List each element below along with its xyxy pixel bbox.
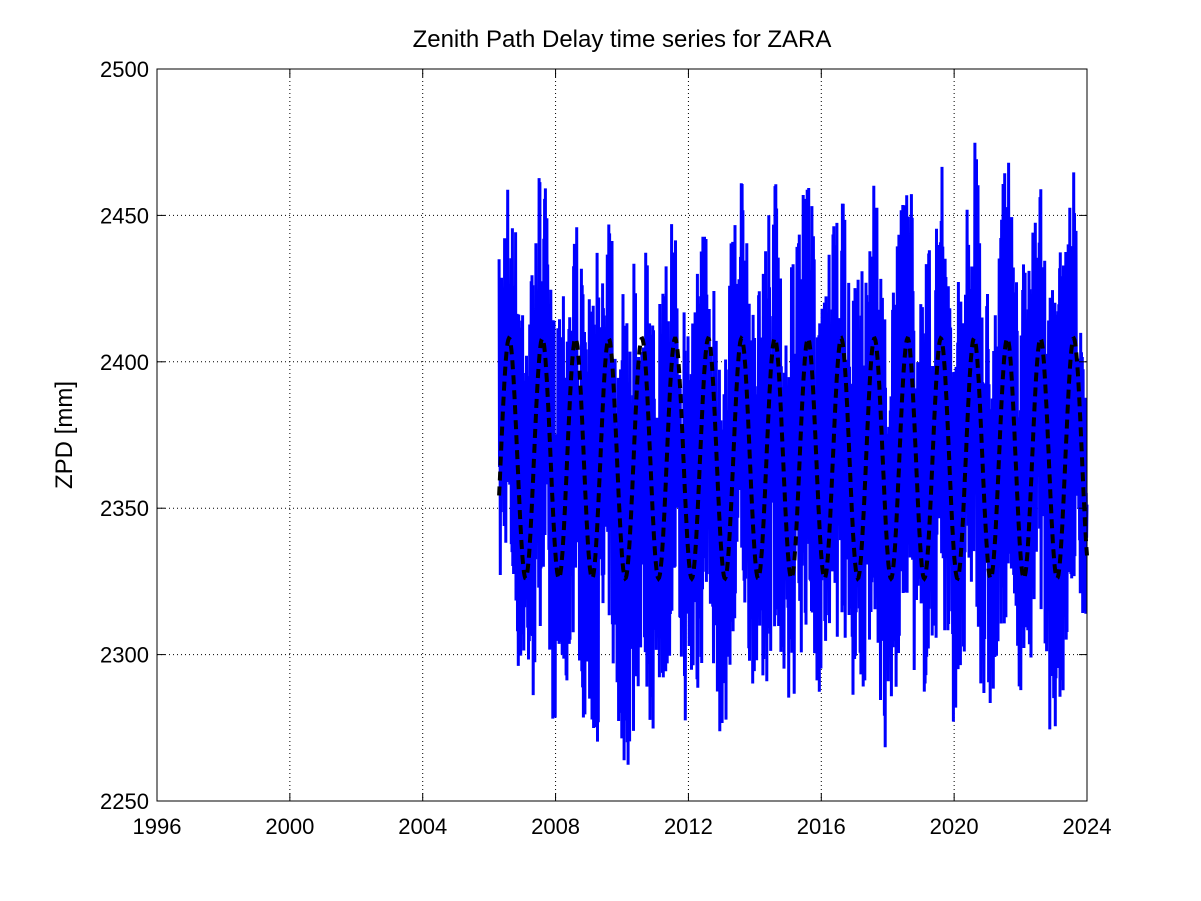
x-tick-label: 2004 [398, 814, 447, 839]
x-tick-label: 2012 [664, 814, 713, 839]
x-tick-labels: 1996 2000 2004 2008 2012 2016 2020 2024 [133, 814, 1112, 839]
x-tick-label: 2000 [265, 814, 314, 839]
y-tick-labels: 2250 2300 2350 2400 2450 2500 [100, 57, 149, 814]
x-tick-label: 2020 [930, 814, 979, 839]
y-tick-label: 2400 [100, 350, 149, 375]
x-tick-label: 2016 [797, 814, 846, 839]
y-tick-label: 2350 [100, 496, 149, 521]
y-tick-label: 2450 [100, 203, 149, 228]
y-tick-label: 2300 [100, 643, 149, 668]
y-axis-label: ZPD [mm] [51, 381, 78, 489]
chart-title: Zenith Path Delay time series for ZARA [413, 26, 832, 53]
x-tick-label: 2024 [1063, 814, 1112, 839]
observed-zpd-series [497, 142, 1089, 765]
model-fit-series [497, 334, 1089, 583]
x-tick-label: 1996 [133, 814, 182, 839]
plot-frame [156, 68, 1088, 802]
tick-marks [156, 68, 1088, 802]
x-tick-label: 2008 [531, 814, 580, 839]
series-layer [497, 142, 1089, 765]
y-tick-label: 2500 [100, 57, 149, 82]
y-tick-label: 2250 [100, 789, 149, 814]
